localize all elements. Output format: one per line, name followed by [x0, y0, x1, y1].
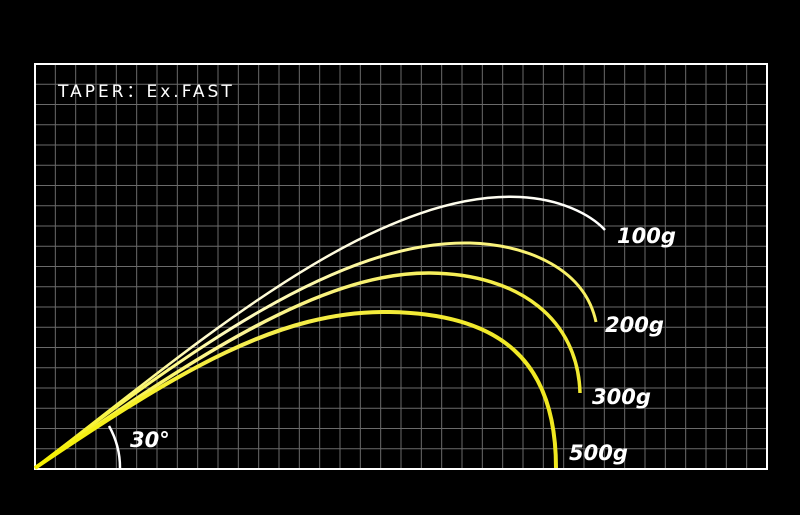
curve-label: 300g: [592, 385, 651, 409]
grid: [35, 64, 767, 469]
angle-label: 30°: [130, 428, 170, 452]
frame: [34, 63, 768, 470]
curve-100g: [34, 195, 606, 469]
curve-label: 100g: [617, 224, 676, 248]
title: TAPER：Ex.FAST: [57, 82, 235, 102]
curve-label: 500g: [569, 441, 628, 465]
curve-300g: [33, 271, 582, 470]
curve-200g: [34, 241, 598, 470]
curve-label: 200g: [605, 313, 664, 337]
angle-arc: [107, 425, 122, 469]
curve-500g: [33, 309, 558, 470]
